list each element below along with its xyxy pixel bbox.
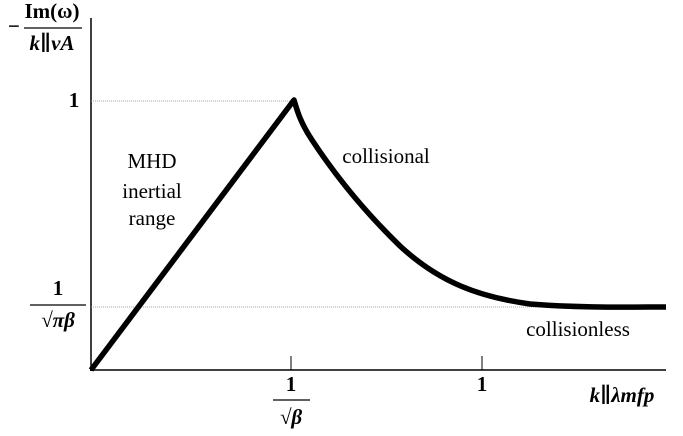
annotation: collisionless xyxy=(526,317,630,341)
annotation: MHD xyxy=(127,149,176,173)
x-tick-numerator: 1 xyxy=(286,372,297,396)
annotation: inertial xyxy=(122,179,182,203)
y-label-sign: − xyxy=(8,14,20,38)
y-label-numerator: Im(ω) xyxy=(24,0,79,23)
y-tick-numerator: 1 xyxy=(53,276,64,300)
annotation: collisional xyxy=(342,144,430,168)
y-tick-label: 1 xyxy=(69,88,80,112)
x-tick-label: 1 xyxy=(477,372,488,396)
x-label: k∥λmfp xyxy=(590,383,655,407)
y-label-denominator: k∥vA xyxy=(30,31,75,55)
y-tick-denominator: √πβ xyxy=(41,308,75,332)
curve xyxy=(88,97,667,372)
x-tick-denominator: √β xyxy=(280,405,303,429)
annotation: range xyxy=(129,206,176,230)
